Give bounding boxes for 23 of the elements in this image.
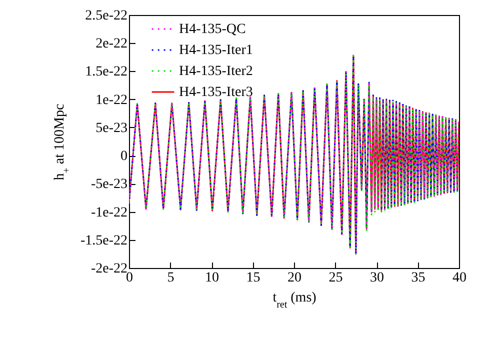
x-tick-label: 40 [452,270,466,286]
y-tick-label: -5e-23 [90,177,128,192]
legend-label: H4-135-Iter2 [179,64,253,79]
y-tick-label: 2e-22 [96,36,128,52]
x-tick-label: 30 [370,270,384,286]
x-tick-label: 5 [167,270,174,286]
x-tick-label: 25 [328,270,343,286]
y-tick-label: 1e-22 [96,92,128,108]
x-tick-label: 10 [205,270,219,286]
x-tick-label: 15 [246,270,260,286]
y-tick-label: 1.5e-22 [85,64,128,80]
y-tick-label: -2e-22 [90,262,128,276]
y-tick-label: 2.5e-22 [85,8,128,24]
legend-label: H4-135-Iter3 [179,85,253,100]
y-tick-label: -1e-22 [90,205,128,220]
x-axis-title: t$_{ret}$ (ms) [272,290,317,310]
y-tick-label: -1.5e-22 [80,233,128,248]
legend-label: H4-135-QC [179,22,246,37]
y-tick-label: 5e-23 [96,120,128,136]
legend-label: H4-135-Iter1 [179,43,253,58]
y-tick-label: 0 [120,149,128,164]
x-tick-label: 35 [411,270,426,286]
x-tick-label: 20 [288,270,302,286]
